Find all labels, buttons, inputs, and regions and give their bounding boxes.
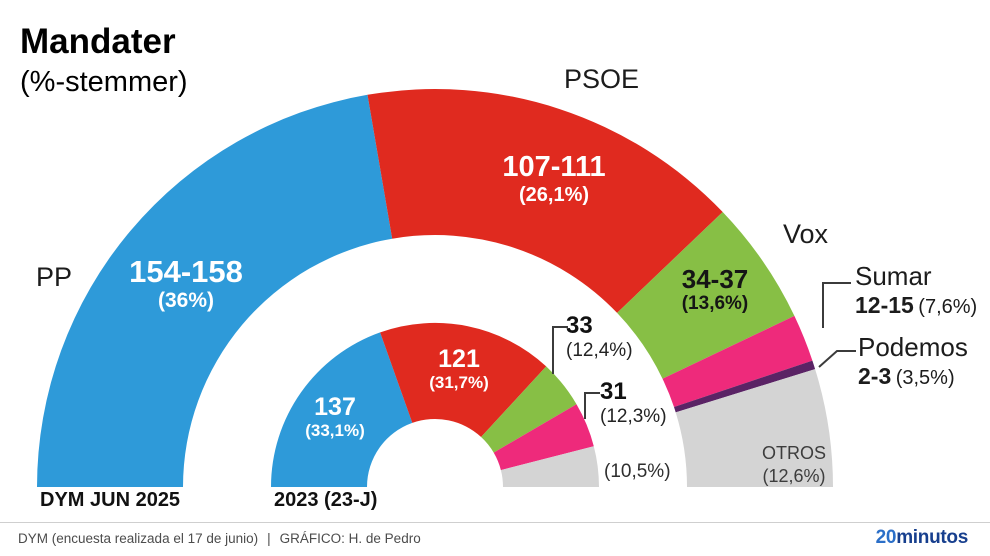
outer-pp-seats: 154-158 xyxy=(129,254,243,289)
outer-psoe-pct: (26,1%) xyxy=(518,183,590,206)
outer-podemos-seats: 2-3 xyxy=(858,362,892,389)
ring-label-dym-jun-2025: DYM JUN 2025 xyxy=(40,489,181,511)
source-text: DYM (encuesta realizada el 17 de junio) xyxy=(18,531,259,546)
party-label-sumar: Sumar xyxy=(855,261,932,291)
footer-credits: DYM (encuesta realizada el 17 de junio) |… xyxy=(18,531,421,546)
party-label-vox: Vox xyxy=(783,219,829,249)
inner-sumar-seats: 31 xyxy=(600,378,627,405)
segment-outer-pp xyxy=(37,94,393,488)
callout-line-sumar-2023 xyxy=(584,392,600,419)
ring-label-2023-23j: 2023 (23-J) xyxy=(274,489,378,511)
inner-otros-pct: (10,5%) xyxy=(604,461,671,482)
segment-outer-sumar xyxy=(662,315,813,407)
outer-pp-pct: (36%) xyxy=(157,289,215,313)
outer-vox-seats: 34-37 xyxy=(681,264,749,294)
inner-vox-seats: 33 xyxy=(566,312,593,339)
outer-vox-pct: (13,6%) xyxy=(681,292,749,314)
inner-psoe-seats: 121 xyxy=(438,345,480,373)
segment-inner-pp xyxy=(270,332,413,487)
outer-sumar-seats: 12-15 xyxy=(855,291,914,318)
segment-outer-psoe xyxy=(367,89,723,313)
inner-sumar-pct: (12,3%) xyxy=(600,405,667,427)
chart-title: Mandater xyxy=(20,22,176,61)
segment-inner-sumar xyxy=(493,404,594,471)
outer-otros-label: OTROS (12,6%) xyxy=(762,442,826,489)
callout-line-podemos xyxy=(818,350,856,368)
callout-sumar: Sumar 12-15 (7,6%) xyxy=(855,261,977,319)
callout-line-vox-2023 xyxy=(552,326,568,374)
callout-vox-2023: 33 (12,4%) xyxy=(566,312,633,361)
outer-psoe-value: 107-111 (26,1%) xyxy=(502,151,606,206)
segment-outer-otros xyxy=(675,369,833,487)
callout-line-sumar xyxy=(822,282,851,328)
inner-pp-pct: (33,1%) xyxy=(305,420,365,440)
chart-subtitle: (%-stemmer) xyxy=(20,66,188,98)
outer-vox-value: 34-37 (13,6%) xyxy=(682,265,749,314)
20minutos-logo: 20minutos xyxy=(875,527,969,549)
party-label-psoe: PSOE xyxy=(564,64,640,94)
party-label-otros: OTROS xyxy=(761,443,827,463)
inner-pp-seats: 137 xyxy=(314,393,356,421)
inner-vox-pct: (12,4%) xyxy=(566,339,633,361)
segment-outer-podemos xyxy=(674,360,816,413)
inner-pp-value: 137 (33,1%) xyxy=(305,393,365,440)
party-label-pp: PP xyxy=(36,262,73,292)
segment-inner-vox xyxy=(481,366,577,453)
footer-divider xyxy=(0,522,990,523)
inner-psoe-value: 121 (31,7%) xyxy=(429,345,489,392)
inner-psoe-pct: (31,7%) xyxy=(429,372,489,392)
party-label-podemos: Podemos xyxy=(858,332,968,362)
outer-sumar-pct: (7,6%) xyxy=(918,295,978,318)
logo-part-minutos: minutos xyxy=(896,527,968,548)
credit-text: GRÁFICO: H. de Pedro xyxy=(279,531,421,546)
outer-podemos-pct: (3,5%) xyxy=(895,366,955,389)
callout-sumar-2023: 31 (12,3%) xyxy=(600,378,667,427)
segment-inner-psoe xyxy=(380,322,547,437)
footer-separator: | xyxy=(267,531,271,546)
outer-otros-pct: (12,6%) xyxy=(762,466,826,487)
callout-podemos: Podemos 2-3 (3,5%) xyxy=(858,332,968,390)
segment-inner-otros xyxy=(500,446,599,487)
outer-psoe-seats: 107-111 xyxy=(502,151,606,183)
outer-pp-value: 154-158 (36%) xyxy=(129,254,243,313)
logo-part-20: 20 xyxy=(875,527,897,548)
segment-outer-vox xyxy=(617,212,795,379)
